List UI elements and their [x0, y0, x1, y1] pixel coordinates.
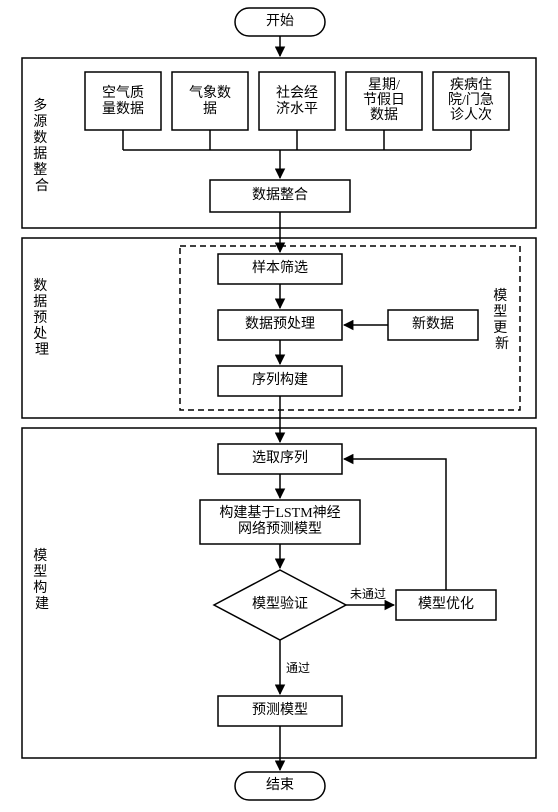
- svg-text:星期/节假日数据: 星期/节假日数据: [363, 77, 405, 123]
- stage2-label: 数 据 预 处 理: [33, 278, 51, 358]
- integrate-label: 数据整合: [252, 187, 308, 203]
- svg-text:空气质量数据: 空气质量数据: [102, 85, 144, 117]
- start-label: 开始: [266, 13, 294, 29]
- predict-label: 预测模型: [252, 702, 308, 718]
- selectseq-box: 选取序列: [218, 444, 342, 474]
- validate-diamond: 模型验证: [214, 570, 346, 640]
- src-4: 星期/节假日数据: [346, 72, 422, 130]
- end-terminal: 结束: [235, 772, 325, 800]
- seqbuild-label: 序列构建: [252, 372, 308, 388]
- src-5: 疾病住院/门急诊人次: [433, 72, 509, 130]
- stage3-label: 模 型 构 建: [33, 548, 51, 612]
- start-terminal: 开始: [235, 8, 325, 36]
- optimize-label: 模型优化: [418, 596, 474, 612]
- predict-box: 预测模型: [218, 696, 342, 726]
- pass-label: 通过: [286, 661, 310, 675]
- source-boxes: 空气质量数据 气象数据 社会经济水平 星期/节假日数据 疾病住院/门急诊人次: [85, 72, 509, 130]
- validate-label: 模型验证: [252, 596, 308, 612]
- filter-box: 样本筛选: [218, 254, 342, 284]
- preprocess-label: 数据预处理: [245, 316, 315, 332]
- model-update-label: 模 型 更 新: [493, 288, 511, 352]
- selectseq-label: 选取序列: [252, 450, 308, 466]
- stage1-label: 多 源 数 据 整 合: [33, 97, 51, 194]
- model-update-box: [180, 246, 520, 410]
- newdata-label: 新数据: [412, 316, 454, 332]
- optimize-box: 模型优化: [396, 590, 496, 620]
- fail-label: 未通过: [350, 587, 386, 601]
- svg-text:社会经济水平: 社会经济水平: [276, 85, 318, 117]
- filter-label: 样本筛选: [252, 260, 308, 276]
- preprocess-box: 数据预处理: [218, 310, 342, 340]
- svg-text:疾病住院/门急诊人次: 疾病住院/门急诊人次: [448, 77, 494, 123]
- newdata-box: 新数据: [388, 310, 478, 340]
- buildmodel-box: 构建基于LSTM神经网络预测模型: [200, 500, 360, 544]
- svg-text:气象数据: 气象数据: [189, 85, 231, 117]
- svg-text:构建基于LSTM神经网络预测模型: 构建基于LSTM神经网络预测模型: [219, 504, 340, 537]
- seqbuild-box: 序列构建: [218, 366, 342, 396]
- integrate-box: 数据整合: [210, 180, 350, 212]
- src-1: 空气质量数据: [85, 72, 161, 130]
- end-label: 结束: [266, 777, 294, 793]
- src-2: 气象数据: [172, 72, 248, 130]
- src-3: 社会经济水平: [259, 72, 335, 130]
